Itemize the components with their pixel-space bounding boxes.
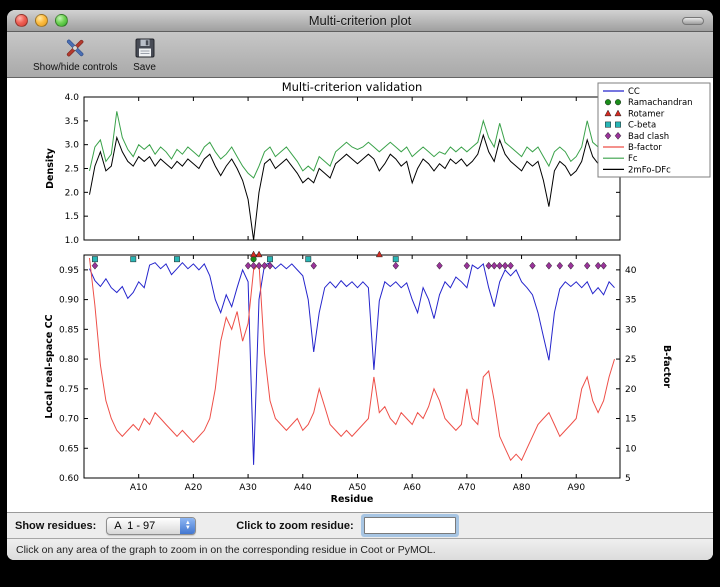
save-icon <box>135 38 154 58</box>
svg-text:Ramachandran: Ramachandran <box>628 98 693 108</box>
tools-icon <box>67 39 84 57</box>
svg-text:0.90: 0.90 <box>59 296 79 306</box>
zoom-residue-label: Click to zoom residue: <box>236 519 354 532</box>
ramachandran-markers <box>250 256 257 263</box>
svg-text:A80: A80 <box>513 483 531 493</box>
svg-text:A20: A20 <box>185 483 203 493</box>
window-title: Multi-criterion plot <box>308 13 412 28</box>
svg-text:15: 15 <box>625 415 636 425</box>
cc-axes <box>83 254 621 479</box>
zoom-button[interactable] <box>55 14 68 27</box>
svg-text:30: 30 <box>625 325 637 335</box>
rotamer-markers <box>250 250 383 258</box>
svg-text:5: 5 <box>625 474 631 484</box>
plot-area: Multi-criterion validation 1.0 1.5 2.0 2.5 3.… <box>7 78 713 512</box>
svg-text:0.70: 0.70 <box>59 415 79 425</box>
dropdown-stepper-icon: ▲ ▼ <box>180 517 196 534</box>
title-bar[interactable]: Multi-criterion plot <box>7 10 713 32</box>
svg-text:40: 40 <box>625 266 637 276</box>
svg-text:0.80: 0.80 <box>59 355 79 365</box>
status-message: Click on any area of the graph to zoom i… <box>16 543 436 556</box>
svg-text:Rotamer: Rotamer <box>628 109 665 119</box>
svg-text:A10: A10 <box>130 483 148 493</box>
residue-range-value: A 1 - 97 <box>114 519 156 532</box>
c-beta-markers <box>91 256 399 263</box>
zoom-residue-input[interactable] <box>363 517 456 534</box>
svg-text:A50: A50 <box>349 483 367 493</box>
b-factor-line <box>89 257 615 462</box>
svg-text:25: 25 <box>625 355 636 365</box>
svg-text:A30: A30 <box>239 483 257 493</box>
svg-text:C-beta: C-beta <box>628 121 656 131</box>
svg-text:2mFo-DFc: 2mFo-DFc <box>628 165 671 175</box>
figure-title: Multi-criterion validation <box>282 80 423 94</box>
show-hide-controls-button[interactable]: Show/hide controls <box>33 35 118 73</box>
svg-text:B-factor: B-factor <box>628 143 662 153</box>
svg-text:0.65: 0.65 <box>59 444 79 454</box>
svg-text:2.0: 2.0 <box>65 188 80 198</box>
toolbar-toggle-capsule[interactable] <box>682 17 704 25</box>
show-hide-controls-label: Show/hide controls <box>33 62 118 73</box>
svg-text:1.5: 1.5 <box>65 212 79 222</box>
multi-criterion-figure[interactable]: Multi-criterion validation 1.0 1.5 2.0 2.5 3.… <box>7 78 713 512</box>
svg-text:35: 35 <box>625 296 636 306</box>
svg-text:20: 20 <box>625 385 637 395</box>
b-factor-axis-label: B-factor <box>661 345 672 388</box>
svg-text:A40: A40 <box>294 483 312 493</box>
svg-text:3.0: 3.0 <box>65 141 80 151</box>
status-bar: Click on any area of the graph to zoom i… <box>7 538 713 560</box>
svg-text:0.95: 0.95 <box>59 266 79 276</box>
close-button[interactable] <box>15 14 28 27</box>
svg-text:A70: A70 <box>458 483 476 493</box>
density-axis-label: Density <box>45 147 56 189</box>
bad-clash-markers <box>91 261 607 270</box>
svg-text:3.5: 3.5 <box>65 117 79 127</box>
controls-bar: Show residues: A 1 - 97 ▲ ▼ Click to zoom… <box>7 512 713 538</box>
svg-text:1.0: 1.0 <box>65 236 80 246</box>
svg-text:10: 10 <box>625 444 637 454</box>
fc-line <box>89 111 615 179</box>
svg-text:0.85: 0.85 <box>59 325 79 335</box>
traffic-lights <box>15 14 68 27</box>
minimize-button[interactable] <box>35 14 48 27</box>
toolbar: Show/hide controls Save <box>7 32 713 78</box>
2mfo-dfc-line <box>89 133 615 241</box>
save-button[interactable]: Save <box>132 35 158 73</box>
svg-text:Bad clash: Bad clash <box>628 132 669 142</box>
show-residues-label: Show residues: <box>15 519 97 532</box>
cc-axis-label: Local real-space CC <box>44 314 55 418</box>
x-axis-label: Residue <box>331 494 374 505</box>
svg-text:Fc: Fc <box>628 154 638 164</box>
residue-range-dropdown[interactable]: A 1 - 97 ▲ ▼ <box>106 516 197 535</box>
cc-line <box>89 261 615 465</box>
svg-text:CC: CC <box>628 87 640 97</box>
svg-text:4.0: 4.0 <box>65 93 80 103</box>
svg-text:0.75: 0.75 <box>59 385 79 395</box>
svg-text:A90: A90 <box>567 483 585 493</box>
app-window: Multi-criterion plot Show/hide controls <box>7 10 713 560</box>
save-label: Save <box>133 62 156 73</box>
svg-text:0.60: 0.60 <box>59 474 79 484</box>
svg-text:A60: A60 <box>403 483 421 493</box>
svg-text:2.5: 2.5 <box>65 165 79 175</box>
